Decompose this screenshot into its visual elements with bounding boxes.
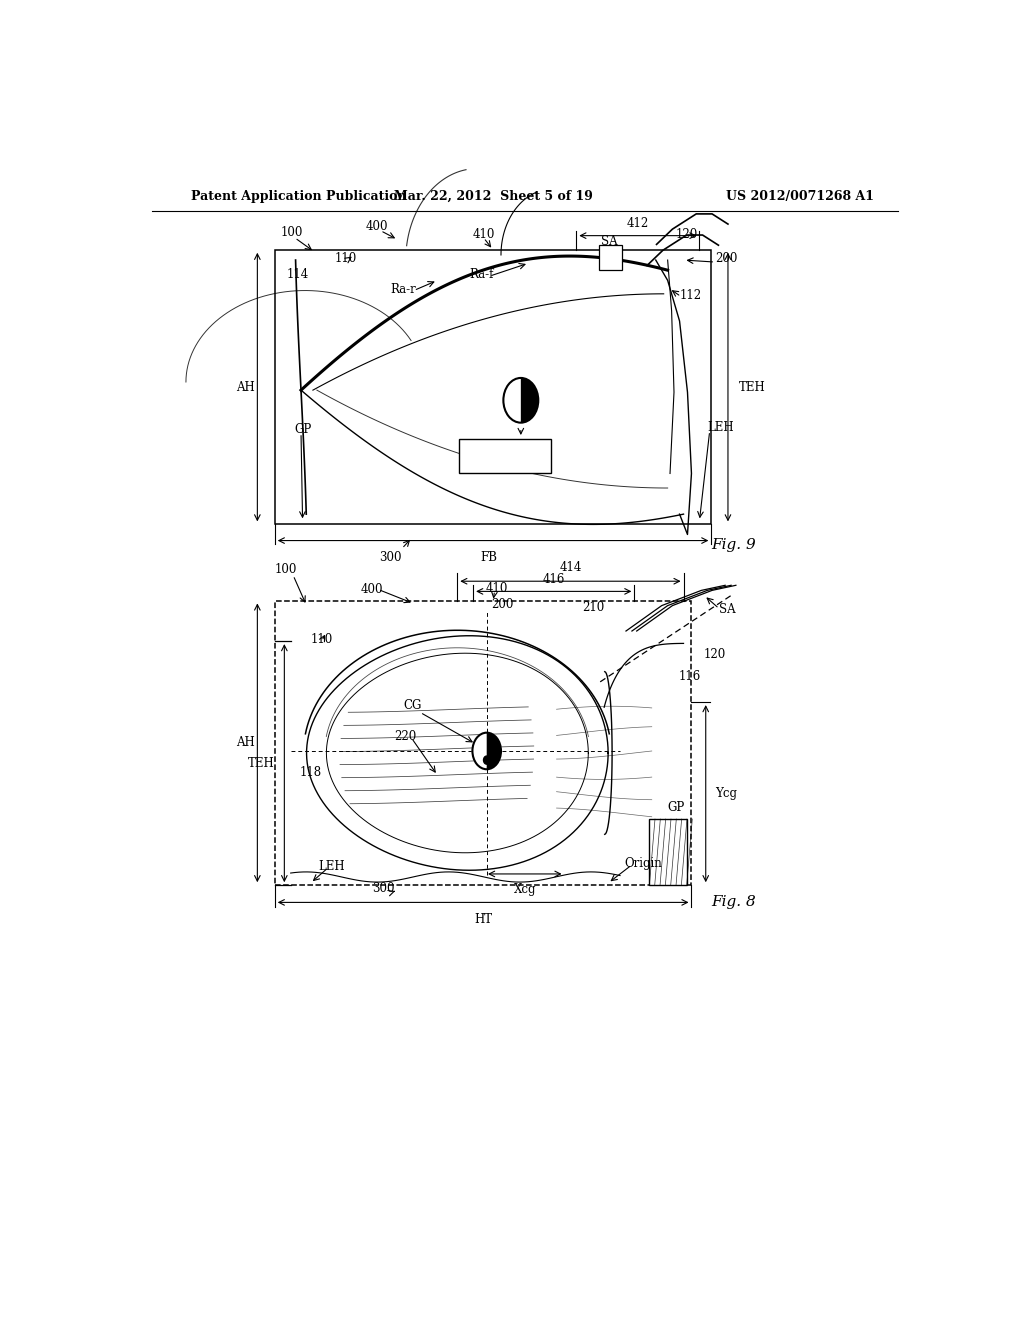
Bar <box>649 818 687 886</box>
Text: 414: 414 <box>560 561 582 574</box>
Text: 110: 110 <box>310 634 333 647</box>
Polygon shape <box>486 733 501 770</box>
Text: 110: 110 <box>334 252 356 265</box>
Text: 114: 114 <box>287 268 309 281</box>
Text: TEH: TEH <box>248 756 274 770</box>
Text: Fig. 9: Fig. 9 <box>712 537 756 552</box>
Text: Patent Application Publication: Patent Application Publication <box>191 190 407 202</box>
Text: 112: 112 <box>680 289 701 302</box>
Text: 220: 220 <box>394 730 416 743</box>
Text: FB: FB <box>480 550 498 564</box>
Text: 200: 200 <box>492 598 514 611</box>
Text: SA: SA <box>601 235 617 248</box>
Text: 410: 410 <box>486 582 508 595</box>
Text: Ra-r: Ra-r <box>390 282 416 296</box>
Text: 118: 118 <box>299 767 322 779</box>
Text: 300: 300 <box>373 882 395 895</box>
Text: 120: 120 <box>676 227 697 240</box>
Circle shape <box>472 733 501 770</box>
Text: SA: SA <box>719 603 736 615</box>
Text: 100: 100 <box>281 226 303 239</box>
Text: Ycg: Ycg <box>715 787 737 800</box>
Text: LEH: LEH <box>318 859 345 873</box>
Text: GP: GP <box>295 422 312 436</box>
Circle shape <box>504 378 539 422</box>
Bar <box>599 244 623 271</box>
Text: 120: 120 <box>703 648 726 661</box>
Text: MOIx: MOIx <box>488 450 521 463</box>
Text: AH: AH <box>237 380 255 393</box>
Text: 410: 410 <box>472 227 495 240</box>
Text: HT: HT <box>474 912 493 925</box>
Text: AH: AH <box>237 737 255 750</box>
FancyBboxPatch shape <box>459 440 551 474</box>
Text: Fig. 8: Fig. 8 <box>712 895 756 909</box>
Text: 400: 400 <box>360 583 383 597</box>
Text: CG: CG <box>403 700 422 713</box>
Text: 412: 412 <box>627 216 648 230</box>
Text: LEH: LEH <box>708 421 734 434</box>
Bar <box>274 601 691 886</box>
Polygon shape <box>521 378 539 422</box>
Text: Mar. 22, 2012  Sheet 5 of 19: Mar. 22, 2012 Sheet 5 of 19 <box>393 190 593 202</box>
Text: GP: GP <box>668 801 685 814</box>
Circle shape <box>483 756 489 764</box>
Text: 400: 400 <box>367 219 388 232</box>
Bar <box>274 249 712 524</box>
Text: 416: 416 <box>543 573 565 586</box>
Text: 116: 116 <box>679 669 701 682</box>
Text: 300: 300 <box>379 550 401 564</box>
Text: Ra-f: Ra-f <box>469 268 494 281</box>
Text: Origin: Origin <box>624 857 662 870</box>
Text: TEH: TEH <box>739 380 766 393</box>
Text: 100: 100 <box>274 564 297 576</box>
Text: US 2012/0071268 A1: US 2012/0071268 A1 <box>726 190 873 202</box>
Text: Xcg: Xcg <box>514 883 536 896</box>
Text: 210: 210 <box>582 601 604 614</box>
Text: 200: 200 <box>715 252 737 265</box>
